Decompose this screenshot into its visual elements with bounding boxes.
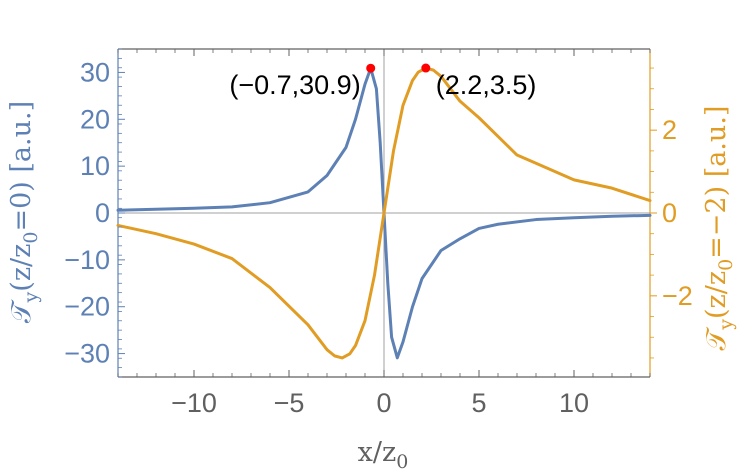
left-y-axis-title: 𝒯y(z/z0=0) [a.u.]	[6, 101, 42, 323]
x-axis-title-main: x/z	[358, 437, 397, 468]
series-line-right	[116, 66, 652, 360]
peak-label: (−0.7,30.9)	[229, 70, 360, 100]
x-tick-label: 10	[559, 388, 589, 418]
x-tick-label: −5	[274, 388, 305, 418]
left-tick-label: −30	[64, 339, 110, 369]
right-tick-label: −2	[662, 281, 693, 311]
left-y-title-mid: (z/z	[6, 244, 37, 292]
right-tick-label: 2	[662, 115, 677, 145]
left-tick-label: 0	[95, 198, 110, 228]
left-y-title-sub-0: 0	[20, 232, 42, 244]
x-axis-title: x/z0	[358, 437, 409, 472]
right-tick-label: 0	[662, 198, 677, 228]
peak-marker	[421, 63, 431, 73]
right-y-title-sub-y: y	[715, 319, 737, 331]
annotations: (−0.7,30.9) (2.2,3.5)	[229, 63, 537, 100]
left-tick-label: 30	[80, 57, 110, 87]
left-tick-label: 10	[80, 151, 110, 181]
right-y-title-sub-0: 0	[715, 259, 737, 271]
left-tick-label: 20	[80, 104, 110, 134]
left-y-title-prefix: 𝒯	[6, 299, 37, 323]
left-tick-label: −10	[64, 245, 110, 275]
peak-label: (2.2,3.5)	[436, 70, 537, 100]
series-line-left	[116, 66, 652, 360]
x-tick-label: 0	[376, 388, 391, 418]
x-tick-label: −10	[171, 388, 217, 418]
left-y-title-sub-y: y	[20, 291, 42, 303]
x-tick-label: 5	[471, 388, 486, 418]
series-group	[116, 66, 652, 360]
right-y-title-suffix: =−2) [a.u.]	[701, 106, 732, 259]
right-y-title-prefix: 𝒯	[701, 326, 732, 350]
right-y-axis-title: 𝒯y(z/z0=−2) [a.u.]	[701, 106, 737, 351]
x-axis-title-sub: 0	[396, 451, 408, 472]
right-y-title-mid: (z/z	[701, 271, 732, 319]
peak-marker	[366, 63, 376, 73]
left-tick-label: −20	[64, 292, 110, 322]
left-y-title-suffix: =0) [a.u.]	[6, 101, 37, 232]
